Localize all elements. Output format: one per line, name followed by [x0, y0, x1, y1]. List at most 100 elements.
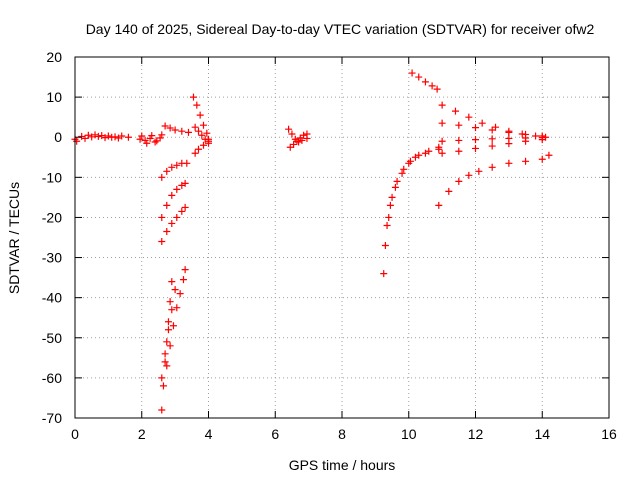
data-point	[173, 213, 181, 221]
data-point	[181, 179, 189, 187]
series-arc-h	[158, 278, 176, 414]
series-arc-p	[435, 151, 553, 209]
y-tick-label: 0	[54, 129, 62, 145]
data-point	[161, 350, 169, 358]
data-point	[178, 207, 186, 215]
y-tick-label: 20	[46, 49, 62, 65]
data-point	[465, 171, 473, 179]
series-arc-o	[438, 136, 546, 157]
data-point	[385, 213, 393, 221]
data-point	[408, 69, 416, 77]
data-point	[455, 147, 463, 155]
data-point	[151, 138, 159, 146]
data-point	[198, 131, 206, 139]
data-point	[488, 163, 496, 171]
data-point	[164, 318, 172, 326]
data-point	[143, 139, 151, 147]
y-tick-labels: -70 -60 -50 -40 -30 -20 -10 0 10 20	[42, 49, 62, 426]
data-point	[522, 137, 530, 145]
data-point	[303, 130, 311, 138]
data-point	[114, 134, 122, 142]
data-point	[451, 107, 459, 115]
data-point	[88, 133, 96, 141]
data-point	[428, 82, 436, 90]
data-point	[488, 142, 496, 150]
series-arc-h2	[163, 266, 189, 370]
axis-ticks	[74, 56, 610, 419]
data-point	[173, 304, 181, 312]
data-point	[421, 78, 429, 86]
data-point	[488, 126, 496, 134]
data-point	[164, 326, 172, 334]
data-point	[158, 173, 166, 181]
series-arc-d3	[191, 137, 212, 157]
data-point	[163, 338, 171, 346]
y-tick-label: -20	[42, 209, 62, 225]
series-arc-l	[438, 101, 550, 141]
data-point	[171, 126, 179, 134]
data-point	[381, 242, 389, 250]
data-point	[438, 101, 446, 109]
data-point	[158, 131, 166, 139]
data-point	[168, 163, 176, 171]
series-arc-c	[161, 122, 192, 136]
series-arc-k	[408, 69, 441, 93]
data-point	[138, 132, 146, 140]
data-point	[184, 128, 192, 136]
data-point	[179, 276, 187, 284]
y-tick-label: -70	[42, 410, 62, 426]
series-arc-a2	[73, 132, 122, 145]
data-point	[183, 159, 191, 167]
data-point	[124, 133, 132, 141]
data-point	[153, 137, 161, 145]
y-tick-label: -10	[42, 169, 62, 185]
data-point	[433, 85, 441, 93]
data-point	[472, 144, 479, 152]
data-point	[472, 124, 479, 132]
chart-title: Day 140 of 2025, Sidereal Day-to-day VTE…	[86, 21, 595, 37]
data-point	[398, 169, 406, 177]
data-point	[425, 147, 433, 155]
data-point	[438, 149, 446, 157]
data-point	[176, 290, 184, 298]
data-point	[189, 93, 197, 101]
data-point	[166, 298, 174, 306]
x-tick-label: 10	[401, 426, 417, 442]
data-point	[435, 143, 443, 151]
data-point	[173, 185, 181, 193]
data-point	[505, 159, 513, 167]
data-point	[435, 201, 443, 209]
data-point	[171, 286, 179, 294]
data-point	[532, 132, 540, 140]
data-point	[168, 306, 176, 314]
data-point	[173, 161, 181, 169]
data-point	[380, 270, 388, 278]
data-point	[438, 119, 446, 127]
series-arc-f	[158, 179, 189, 221]
data-point	[522, 157, 530, 165]
data-point	[166, 124, 174, 132]
data-point	[488, 135, 496, 143]
y-tick-label: -40	[42, 290, 62, 306]
data-point	[81, 134, 89, 142]
x-tick-label: 8	[338, 426, 346, 442]
x-tick-label: 0	[71, 426, 79, 442]
data-point	[73, 137, 81, 145]
data-point	[181, 203, 189, 211]
series-arc-m	[438, 119, 546, 140]
y-tick-label: -30	[42, 250, 62, 266]
data-point	[465, 113, 473, 121]
data-point	[191, 149, 199, 157]
y-tick-label: -50	[42, 330, 62, 346]
x-tick-label: 16	[601, 426, 617, 442]
data-point	[158, 406, 166, 414]
data-point	[163, 167, 171, 175]
series-arc-d	[189, 93, 212, 143]
data-points	[71, 69, 553, 414]
series-arc-h3	[158, 286, 179, 382]
data-point	[196, 111, 204, 119]
series-arc-g	[158, 203, 189, 246]
data-point	[104, 132, 112, 140]
data-point	[181, 266, 189, 274]
